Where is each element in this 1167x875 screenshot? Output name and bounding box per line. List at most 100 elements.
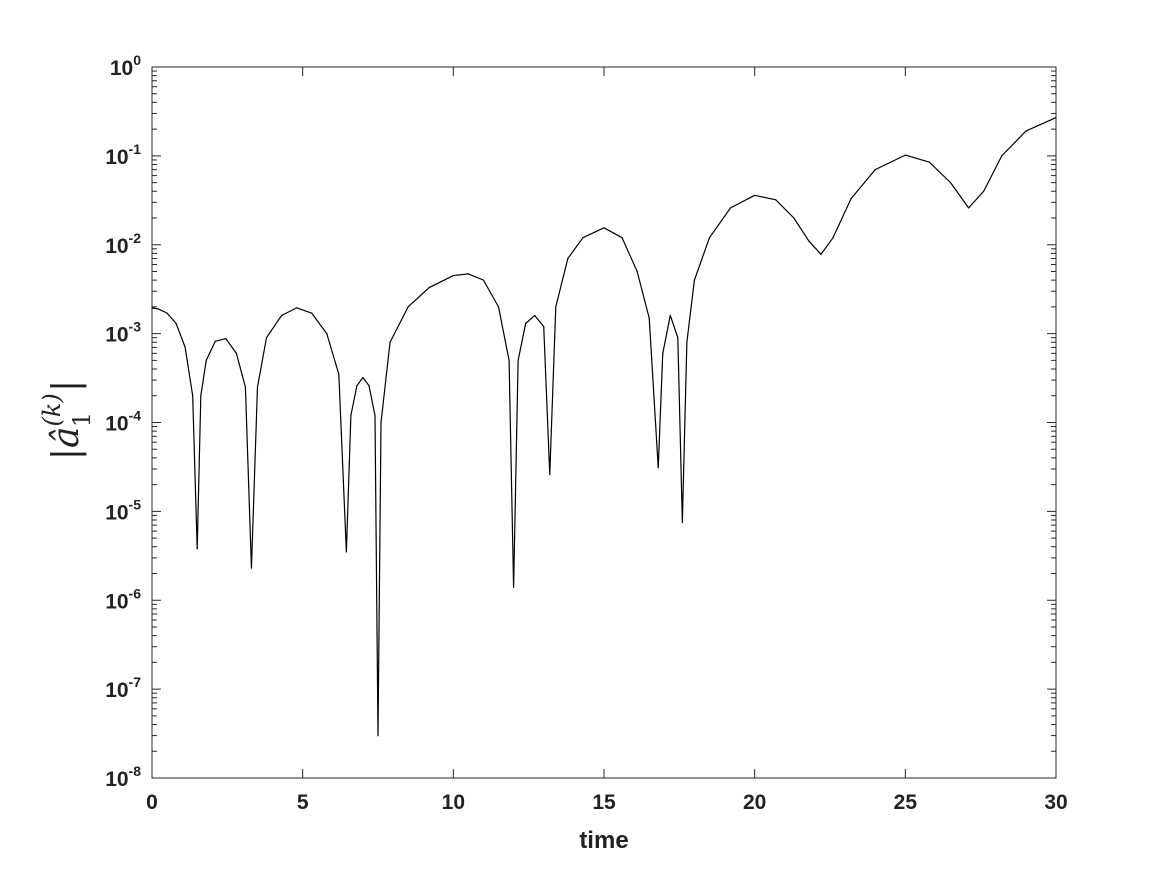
data-point (338, 373, 340, 375)
y-tick-label: 10-6 (105, 585, 141, 613)
data-point (669, 314, 671, 317)
data-point (517, 359, 519, 361)
y-axis-label-bar-left: | (46, 448, 87, 460)
data-point (326, 333, 328, 335)
x-tick-label: 30 (1044, 791, 1067, 814)
data-point (175, 322, 177, 325)
x-axis-ticks: 0 5 10 15 20 25 30 (146, 67, 1068, 814)
y-axis-label-superscript: (k) (38, 393, 66, 426)
data-point (648, 317, 650, 319)
data-point (166, 312, 168, 314)
data-point (708, 237, 711, 239)
data-point (508, 359, 510, 361)
x-tick-label: 5 (297, 791, 309, 814)
data-point (368, 385, 370, 387)
data-point (657, 467, 659, 469)
x-tick-label: 15 (592, 791, 616, 814)
data-point (205, 359, 207, 361)
data-point (549, 473, 551, 476)
data-point (157, 308, 159, 310)
data-point (467, 273, 469, 275)
data-point (636, 270, 638, 273)
data-point (244, 386, 247, 388)
data-point (793, 217, 795, 219)
data-point (534, 314, 536, 317)
data-point (389, 341, 391, 343)
data-point (904, 154, 906, 156)
y-axis-label-subscript: 1 (68, 412, 96, 427)
y-tick-label: 100 (110, 52, 141, 80)
data-point (265, 337, 268, 339)
y-tick-label: 10-5 (105, 496, 141, 524)
data-point (362, 377, 364, 379)
data-point (200, 395, 202, 397)
data-point (280, 314, 283, 317)
data-point (686, 341, 688, 343)
data-point (214, 340, 216, 342)
y-axis-label-bar-right: | (46, 380, 87, 392)
data-point (452, 274, 454, 277)
data-point (1001, 155, 1003, 157)
data-point (428, 286, 430, 289)
data-point (582, 237, 584, 239)
data-point (225, 337, 227, 340)
data-point (693, 279, 696, 281)
data-point (662, 352, 664, 354)
x-tick-label: 10 (442, 791, 465, 814)
plot-area (151, 66, 1057, 779)
data-point (151, 307, 153, 309)
y-axis-label-base: â (46, 427, 87, 448)
data-point (775, 199, 777, 201)
data-point (525, 322, 527, 325)
data-point (296, 307, 298, 309)
series-layer (151, 116, 1057, 737)
data-point (555, 306, 557, 308)
data-point (235, 352, 237, 354)
data-point (350, 414, 352, 417)
data-point (497, 306, 500, 308)
data-point (192, 395, 194, 397)
y-tick-label: 10-2 (105, 230, 141, 258)
y-axis-label: |â(k)1| (38, 380, 96, 460)
data-point (949, 182, 952, 184)
data-point (681, 521, 683, 524)
data-point (482, 279, 485, 281)
data-point (603, 227, 605, 229)
data-point (820, 253, 822, 255)
data-point (808, 240, 810, 242)
data-point (196, 548, 198, 550)
data-point (377, 734, 379, 737)
y-tick-label: 10-3 (105, 319, 141, 347)
data-point (345, 551, 347, 553)
svg-text:|â(k)1|: |â(k)1| (38, 380, 96, 460)
data-point (874, 169, 876, 171)
x-axis-label: time (579, 827, 628, 854)
y-tick-label: 10-8 (105, 763, 141, 791)
x-tick-label: 25 (894, 791, 918, 814)
data-point (356, 385, 358, 387)
y-tick-label: 10-1 (105, 141, 141, 169)
data-point (184, 346, 186, 348)
data-point (256, 386, 259, 388)
data-point (850, 198, 852, 200)
data-point (567, 257, 569, 260)
data-point (513, 586, 515, 588)
data-point (928, 161, 931, 163)
data-point (729, 207, 732, 209)
data-point (968, 207, 970, 209)
data-point (677, 337, 679, 339)
data-point (754, 194, 756, 196)
data-point (250, 567, 253, 569)
x-tick-label: 20 (743, 791, 766, 814)
data-point (380, 421, 382, 424)
data-point (983, 190, 985, 192)
y-tick-label: 10-7 (105, 674, 141, 702)
data-point (621, 237, 623, 239)
data-point (1025, 130, 1027, 132)
data-point (374, 414, 376, 417)
y-axis-ticks: 10-8 10-7 10-6 10-5 10-4 10-3 10-2 10-1 100 (105, 52, 1056, 791)
data-point (407, 306, 409, 308)
data-point (311, 312, 313, 314)
y-tick-label: 10-4 (105, 408, 141, 436)
